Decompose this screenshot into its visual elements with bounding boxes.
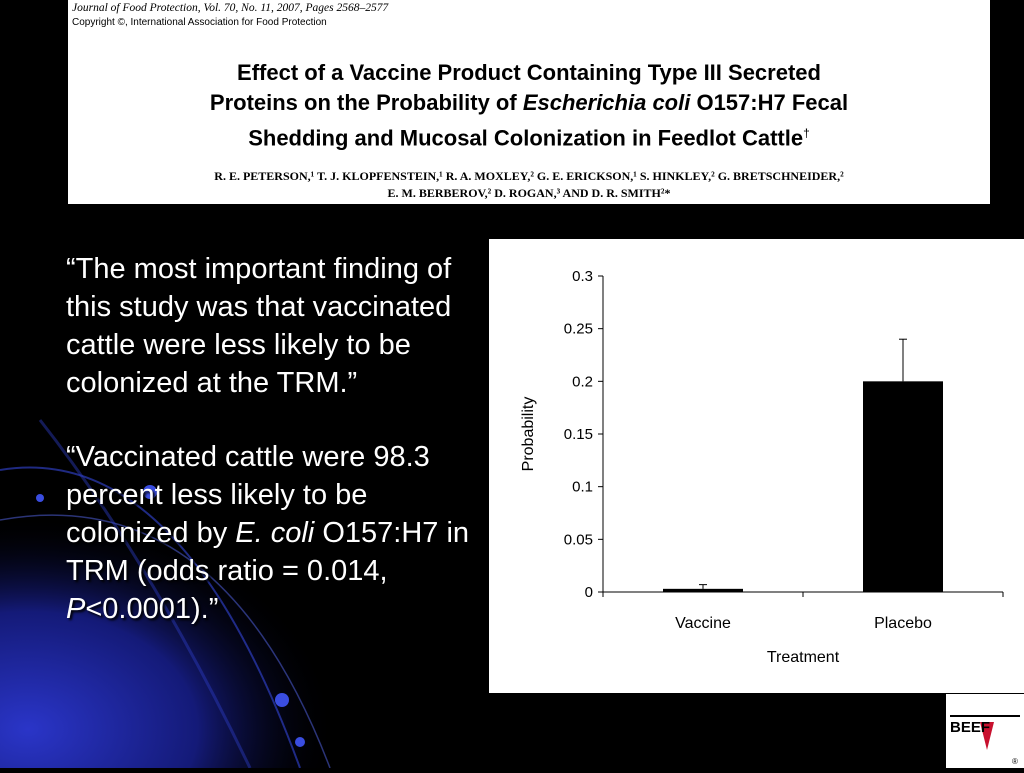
authors-line2: E. M. BERBEROV,² D. ROGAN,³ AND D. R. SM… xyxy=(387,186,671,200)
bar xyxy=(863,381,943,592)
quote-2-italic1: E. coli xyxy=(235,517,315,549)
y-tick-label: 0 xyxy=(585,584,593,601)
authors-line1: R. E. PETERSON,¹ T. J. KLOPFENSTEIN,¹ R.… xyxy=(214,169,844,183)
x-tick-label: Placebo xyxy=(874,615,932,632)
y-tick-label: 0.05 xyxy=(564,531,593,548)
y-tick-label: 0.25 xyxy=(564,321,593,338)
quote-2-part3: <0.0001).” xyxy=(85,593,219,625)
bar xyxy=(663,588,743,592)
paper-authors: R. E. PETERSON,¹ T. J. KLOPFENSTEIN,¹ R.… xyxy=(68,168,990,202)
y-axis-label: Probability xyxy=(520,397,537,472)
paper-title-line1: Effect of a Vaccine Product Containing T… xyxy=(237,60,821,85)
bar-chart: 0 0.05 0.1 0.15 0.2 0.25 0.3 Vaccine Placebo Trea… xyxy=(520,268,1004,666)
title-line2-pre: Proteins on the Probability of xyxy=(209,90,523,115)
logo-registered-mark: ® xyxy=(1012,757,1018,766)
copyright-line: Copyright ©, International Association f… xyxy=(72,17,327,28)
paper-title: Effect of a Vaccine Product Containing T… xyxy=(68,58,990,153)
beef-logo-mark: BEEF ® xyxy=(950,715,1020,766)
paper-header: Journal of Food Protection, Vol. 70, No.… xyxy=(68,0,990,204)
y-tick-label: 0.3 xyxy=(572,268,593,285)
logo-text: BEEF xyxy=(950,719,990,736)
y-tick-label: 0.15 xyxy=(564,426,593,443)
journal-citation: Journal of Food Protection, Vol. 70, No.… xyxy=(72,2,389,14)
quote-2-part2: O157:H7 in TRM (odds ratio = 0.014, xyxy=(66,517,470,587)
chart-panel: 0 0.05 0.1 0.15 0.2 0.25 0.3 Vaccine Placebo Trea… xyxy=(489,239,1024,693)
quote-1: “The most important finding of this stud… xyxy=(66,253,452,399)
quote-2-italic2: P xyxy=(66,593,86,625)
quote-2: “Vaccinated cattle were 98.3 percent les… xyxy=(66,438,496,628)
x-tick-label: Vaccine xyxy=(675,615,731,632)
x-axis-label: Treatment xyxy=(767,649,840,666)
y-tick-label: 0.1 xyxy=(572,479,593,496)
y-tick-label: 0.2 xyxy=(572,373,593,390)
title-dagger: † xyxy=(803,126,810,140)
quote-2-part1: “Vaccinated cattle were 98.3 percent les… xyxy=(66,441,430,549)
quote-block: “The most important finding of this stud… xyxy=(66,250,496,664)
paper-title-line2: Proteins on the Probability of Escherich… xyxy=(68,88,990,118)
title-line2-post: O157:H7 Fecal xyxy=(690,90,849,115)
paper-title-line3: Shedding and Mucosal Colonization in Fee… xyxy=(68,118,990,153)
beef-logo: BEEF ® xyxy=(946,694,1024,768)
title-line3-text: Shedding and Mucosal Colonization in Fee… xyxy=(248,125,804,151)
logo-v-shape xyxy=(980,722,994,750)
title-line2-italic: Escherichia coli xyxy=(522,90,691,115)
